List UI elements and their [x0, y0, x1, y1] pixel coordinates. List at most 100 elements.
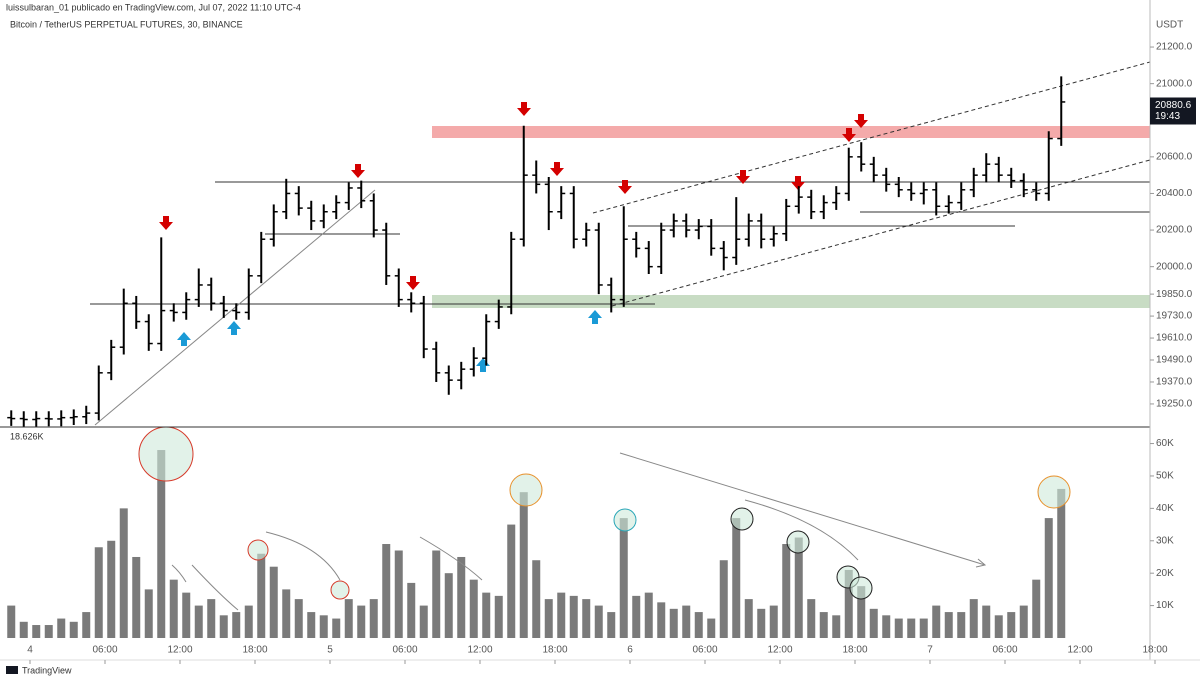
volume-bar — [319, 615, 328, 638]
author-line: luissulbaran_01 publicado en TradingView… — [6, 2, 301, 12]
y-tick-label: 19490.0 — [1156, 355, 1193, 366]
volume-bar — [294, 599, 303, 638]
down-arrow — [351, 164, 365, 178]
down-arrow — [406, 276, 420, 290]
volume-bar — [1032, 579, 1041, 638]
volume-bar — [432, 550, 441, 638]
volume-bar — [582, 599, 591, 638]
x-tick-label: 18:00 — [242, 645, 267, 656]
volume-bar — [107, 540, 116, 638]
highlight-circle — [849, 576, 873, 600]
last-price-tag — [1150, 97, 1196, 125]
volume-bar — [807, 599, 816, 638]
volume-bar — [307, 612, 316, 638]
volume-bar — [769, 605, 778, 638]
volume-bar — [569, 595, 578, 638]
channel-line — [611, 159, 1151, 307]
y-tick-label: 10K — [1156, 600, 1174, 611]
volume-value: 18.626K — [10, 431, 44, 441]
y-tick-label: 50K — [1156, 471, 1174, 482]
volume-bar — [344, 599, 353, 638]
volume-bar — [94, 547, 103, 638]
brand-logo — [6, 666, 18, 674]
volume-bar — [119, 508, 128, 638]
volume-bar — [144, 589, 153, 638]
x-tick-label: 6 — [627, 645, 633, 656]
y-tick-label: 20600.0 — [1156, 151, 1193, 162]
volume-bar — [532, 560, 541, 638]
trend-curve — [191, 564, 239, 611]
volume-bar — [132, 556, 141, 638]
volume-bar — [382, 544, 391, 638]
brand: TradingView — [22, 665, 72, 675]
volume-bar — [782, 544, 791, 638]
y-tick-label: 20200.0 — [1156, 225, 1193, 236]
volume-bar — [694, 612, 703, 638]
volume-bar — [519, 492, 528, 638]
y-tick-label: 20400.0 — [1156, 188, 1193, 199]
volume-bar — [944, 612, 953, 638]
down-arrow — [517, 102, 531, 116]
volume-bar — [882, 615, 891, 638]
volume-bar — [794, 537, 803, 638]
volume-bar — [982, 605, 991, 638]
volume-bar — [1057, 488, 1066, 638]
volume-bar — [69, 621, 78, 638]
support-zone — [432, 295, 1150, 308]
y-tick-label: 19610.0 — [1156, 333, 1193, 344]
volume-trend-curves — [171, 452, 987, 611]
highlight-circle — [1037, 475, 1071, 509]
volume-bar — [594, 605, 603, 638]
volume-bar — [644, 592, 653, 638]
x-tick-label: 12:00 — [767, 645, 792, 656]
volume-bar — [669, 608, 678, 638]
y-tick-label: 19250.0 — [1156, 399, 1193, 410]
x-tick-label: 18:00 — [842, 645, 867, 656]
volume-bar — [482, 592, 491, 638]
arrow-head — [975, 558, 987, 568]
volume-bar — [844, 569, 853, 638]
down-arrow — [618, 180, 632, 194]
down-arrow — [550, 162, 564, 176]
last-price-label: 20880.6 — [1155, 100, 1192, 111]
volume-bar — [507, 524, 516, 638]
highlight-circle — [613, 508, 637, 532]
volume-bar — [219, 615, 228, 638]
volume-bar — [457, 556, 466, 638]
volume-bar — [969, 599, 978, 638]
volume-bar — [82, 612, 91, 638]
volume-bar — [444, 573, 453, 638]
highlight-circle — [247, 539, 269, 561]
volume-bar — [719, 560, 728, 638]
volume-bar — [557, 592, 566, 638]
x-tick-label: 12:00 — [467, 645, 492, 656]
y-tick-label: 40K — [1156, 503, 1174, 514]
x-tick-label: 18:00 — [1142, 645, 1167, 656]
up-arrow — [588, 310, 602, 324]
highlight-circle — [509, 473, 543, 507]
volume-bar — [732, 518, 741, 638]
volume-bar — [757, 608, 766, 638]
countdown-label: 19:43 — [1155, 111, 1180, 122]
volume-bar — [407, 582, 416, 638]
volume-bar — [632, 595, 641, 638]
x-tick-label: 18:00 — [542, 645, 567, 656]
volume-bar — [7, 605, 16, 638]
volume-bar — [194, 605, 203, 638]
x-tick-label: 06:00 — [392, 645, 417, 656]
volume-bar — [744, 599, 753, 638]
x-tick-label: 06:00 — [92, 645, 117, 656]
volume-bar — [907, 618, 916, 638]
x-tick-label: 12:00 — [167, 645, 192, 656]
y-tick-label: 30K — [1156, 535, 1174, 546]
volume-bar — [607, 612, 616, 638]
symbol-title: Bitcoin / TetherUS PERPETUAL FUTURES, 30… — [10, 19, 243, 29]
x-tick-label: 06:00 — [992, 645, 1017, 656]
volume-bar — [369, 599, 378, 638]
volume-bar — [332, 618, 341, 638]
volume-bar — [469, 579, 478, 638]
volume-bar — [419, 605, 428, 638]
